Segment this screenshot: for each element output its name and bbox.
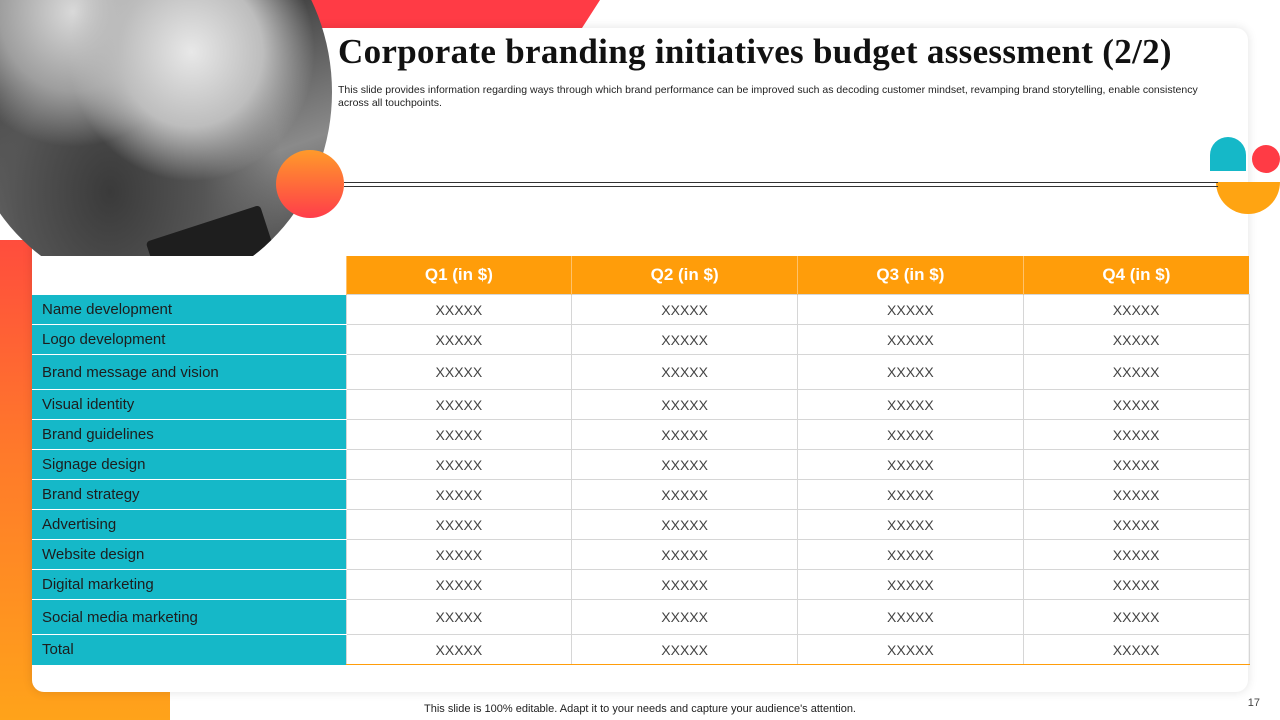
table-row: Website design XXXXX XXXXX XXXXX XXXXX xyxy=(32,539,1250,570)
table-row: Social media marketing XXXXX XXXXX XXXXX… xyxy=(32,599,1250,635)
row-label: Brand message and vision xyxy=(32,354,346,390)
table-row: Name development XXXXX XXXXX XXXXX XXXXX xyxy=(32,294,1250,325)
table-cell: XXXXX xyxy=(571,539,798,570)
table-cell: XXXXX xyxy=(571,419,798,450)
table-cell: XXXXX xyxy=(1022,354,1250,390)
table-cell: XXXXX xyxy=(1022,539,1250,570)
orange-circle-decoration xyxy=(276,150,344,218)
table-cell: XXXXX xyxy=(797,599,1024,635)
table-cell: XXXXX xyxy=(1022,294,1250,325)
table-cell: XXXXX xyxy=(1022,599,1250,635)
table-cell: XXXXX xyxy=(345,634,573,665)
table-row: Logo development XXXXX XXXXX XXXXX XXXXX xyxy=(32,324,1250,355)
table-cell: XXXXX xyxy=(1022,509,1250,540)
table-cell: XXXXX xyxy=(1022,449,1250,480)
table-cell: XXXXX xyxy=(797,389,1024,420)
table-cell: XXXXX xyxy=(345,449,573,480)
table-cell: XXXXX xyxy=(345,324,573,355)
table-cell: XXXXX xyxy=(797,634,1024,665)
table-row: Visual identity XXXXX XXXXX XXXXX XXXXX xyxy=(32,389,1250,420)
slide-subtitle: This slide provides information regardin… xyxy=(338,84,1198,109)
table-row-total: Total XXXXX XXXXX XXXXX XXXXX xyxy=(32,634,1250,665)
table-cell: XXXXX xyxy=(797,569,1024,600)
table-row: Brand guidelines XXXXX XXXXX XXXXX XXXXX xyxy=(32,419,1250,450)
table-cell: XXXXX xyxy=(345,479,573,510)
row-label: Logo development xyxy=(32,324,346,355)
teal-half-circle-decoration xyxy=(1210,137,1246,171)
table-cell: XXXXX xyxy=(797,294,1024,325)
table-cell: XXXXX xyxy=(1022,569,1250,600)
footer-note: This slide is 100% editable. Adapt it to… xyxy=(424,703,856,715)
slide-title: Corporate branding initiatives budget as… xyxy=(338,32,1172,71)
table-row: Digital marketing XXXXX XXXXX XXXXX XXXX… xyxy=(32,569,1250,600)
table-cell: XXXXX xyxy=(797,479,1024,510)
table-cell: XXXXX xyxy=(571,354,798,390)
divider-line xyxy=(344,186,1218,187)
red-dot-decoration xyxy=(1252,145,1280,173)
table-cell: XXXXX xyxy=(571,599,798,635)
table-cell: XXXXX xyxy=(1022,479,1250,510)
table-cell: XXXXX xyxy=(345,539,573,570)
table-cell: XXXXX xyxy=(345,354,573,390)
header-cell-blank xyxy=(32,256,346,295)
table-cell: XXXXX xyxy=(1022,634,1250,665)
row-label: Advertising xyxy=(32,509,346,540)
row-label: Name development xyxy=(32,294,346,325)
header-cell-q2: Q2 (in $) xyxy=(571,256,798,295)
table-cell: XXXXX xyxy=(571,569,798,600)
table-row: Signage design XXXXX XXXXX XXXXX XXXXX xyxy=(32,449,1250,480)
table-cell: XXXXX xyxy=(797,539,1024,570)
table-row: Advertising XXXXX XXXXX XXXXX XXXXX xyxy=(32,509,1250,540)
table-cell: XXXXX xyxy=(797,354,1024,390)
row-label: Visual identity xyxy=(32,389,346,420)
row-label: Digital marketing xyxy=(32,569,346,600)
table-cell: XXXXX xyxy=(345,419,573,450)
row-label: Website design xyxy=(32,539,346,570)
page-number: 17 xyxy=(1247,697,1260,709)
table-cell: XXXXX xyxy=(1022,419,1250,450)
table-cell: XXXXX xyxy=(345,294,573,325)
table-row: Brand message and vision XXXXX XXXXX XXX… xyxy=(32,354,1250,390)
table-cell: XXXXX xyxy=(345,509,573,540)
divider-line xyxy=(344,182,1218,183)
budget-table: Q1 (in $) Q2 (in $) Q3 (in $) Q4 (in $) … xyxy=(32,256,1250,665)
table-header-row: Q1 (in $) Q2 (in $) Q3 (in $) Q4 (in $) xyxy=(32,256,1249,295)
table-cell: XXXXX xyxy=(797,449,1024,480)
table-cell: XXXXX xyxy=(571,509,798,540)
table-cell: XXXXX xyxy=(571,634,798,665)
top-red-banner xyxy=(300,0,600,28)
table-cell: XXXXX xyxy=(345,389,573,420)
table-cell: XXXXX xyxy=(571,389,798,420)
table-cell: XXXXX xyxy=(571,324,798,355)
table-cell: XXXXX xyxy=(1022,389,1250,420)
table-cell: XXXXX xyxy=(571,449,798,480)
row-label: Social media marketing xyxy=(32,599,346,635)
row-label: Total xyxy=(32,634,346,665)
header-cell-q4: Q4 (in $) xyxy=(1022,256,1249,295)
header-cell-q1: Q1 (in $) xyxy=(345,256,572,295)
table-row: Brand strategy XXXXX XXXXX XXXXX XXXXX xyxy=(32,479,1250,510)
table-cell: XXXXX xyxy=(797,324,1024,355)
table-cell: XXXXX xyxy=(1022,324,1250,355)
table-cell: XXXXX xyxy=(571,294,798,325)
row-label: Signage design xyxy=(32,449,346,480)
table-cell: XXXXX xyxy=(797,419,1024,450)
header-cell-q3: Q3 (in $) xyxy=(797,256,1024,295)
row-label: Brand strategy xyxy=(32,479,346,510)
table-cell: XXXXX xyxy=(797,509,1024,540)
table-cell: XXXXX xyxy=(571,479,798,510)
table-cell: XXXXX xyxy=(345,569,573,600)
table-cell: XXXXX xyxy=(345,599,573,635)
row-label: Brand guidelines xyxy=(32,419,346,450)
